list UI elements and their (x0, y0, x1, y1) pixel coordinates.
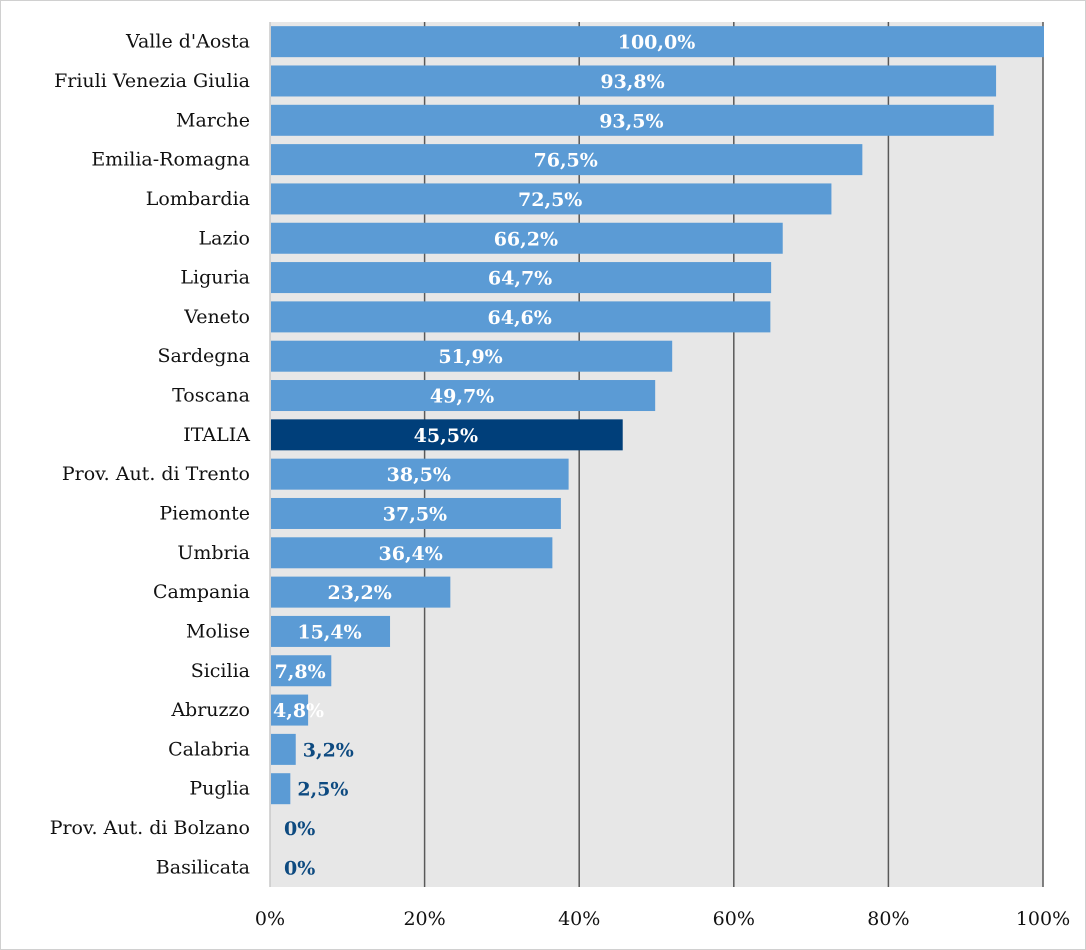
category-label: Puglia (189, 778, 250, 800)
category-label: Sardegna (157, 345, 250, 367)
data-label: 72,5% (518, 189, 582, 211)
data-label: 4,8% (273, 700, 324, 722)
bar (271, 183, 832, 215)
bar (271, 262, 772, 294)
category-label: Lombardia (146, 188, 250, 210)
category-label: Valle d'Aosta (125, 31, 250, 53)
data-label: 64,6% (488, 307, 552, 329)
category-label: Prov. Aut. di Bolzano (50, 817, 250, 839)
data-label: 93,8% (600, 71, 664, 93)
bar (271, 655, 332, 687)
bar (271, 301, 771, 333)
category-label: Friuli Venezia Giulia (54, 70, 250, 92)
data-label: 7,8% (275, 661, 326, 683)
category-label: Veneto (183, 306, 250, 328)
data-label: 0% (284, 818, 315, 840)
data-label: 0% (284, 857, 315, 879)
bar (271, 773, 291, 805)
category-label: Marche (176, 109, 250, 131)
bar (271, 615, 391, 647)
bar (271, 458, 569, 490)
x-tick-label: 0% (255, 908, 285, 930)
x-tick-label: 40% (558, 908, 600, 930)
bar (271, 694, 309, 726)
category-label: Umbria (177, 542, 250, 564)
data-label: 49,7% (430, 386, 494, 408)
category-label: ITALIA (183, 424, 250, 446)
bar (271, 733, 296, 765)
data-label: 93,5% (599, 110, 663, 132)
bar (271, 26, 1044, 58)
data-label: 51,9% (438, 346, 502, 368)
data-label: 36,4% (379, 543, 443, 565)
bar (271, 65, 997, 97)
bar (271, 104, 994, 136)
category-label: Lazio (199, 227, 250, 249)
data-label: 2,5% (297, 779, 348, 801)
bar (271, 576, 451, 608)
data-label: 64,7% (488, 268, 552, 290)
category-label: Sicilia (191, 660, 250, 682)
data-label: 15,4% (297, 621, 361, 643)
data-label: 38,5% (387, 464, 451, 486)
x-tick-label: 80% (867, 908, 909, 930)
bar (271, 380, 656, 412)
bar (271, 537, 553, 569)
category-label: Molise (186, 620, 250, 642)
data-label: 66,2% (494, 228, 558, 250)
bar (271, 497, 561, 529)
data-label: 45,5% (414, 425, 478, 447)
data-label: 37,5% (383, 503, 447, 525)
bar (271, 222, 783, 254)
category-label: Liguria (180, 267, 250, 289)
data-label: 76,5% (534, 150, 598, 172)
category-label: Abruzzo (170, 699, 250, 721)
data-label: 100,0% (618, 32, 696, 54)
bar (271, 144, 863, 176)
x-tick-label: 100% (1016, 908, 1070, 930)
category-label: Piemonte (159, 502, 250, 524)
x-tick-label: 60% (713, 908, 755, 930)
data-label: 3,2% (303, 739, 354, 761)
bar (271, 419, 623, 451)
category-label: Toscana (172, 385, 250, 407)
category-label: Campania (153, 581, 250, 603)
category-label: Prov. Aut. di Trento (62, 463, 250, 485)
data-label: 23,2% (327, 582, 391, 604)
bar (271, 340, 673, 372)
category-label: Basilicata (156, 856, 250, 878)
category-label: Calabria (168, 738, 250, 760)
category-label: Emilia-Romagna (91, 149, 250, 171)
x-tick-label: 20% (403, 908, 445, 930)
